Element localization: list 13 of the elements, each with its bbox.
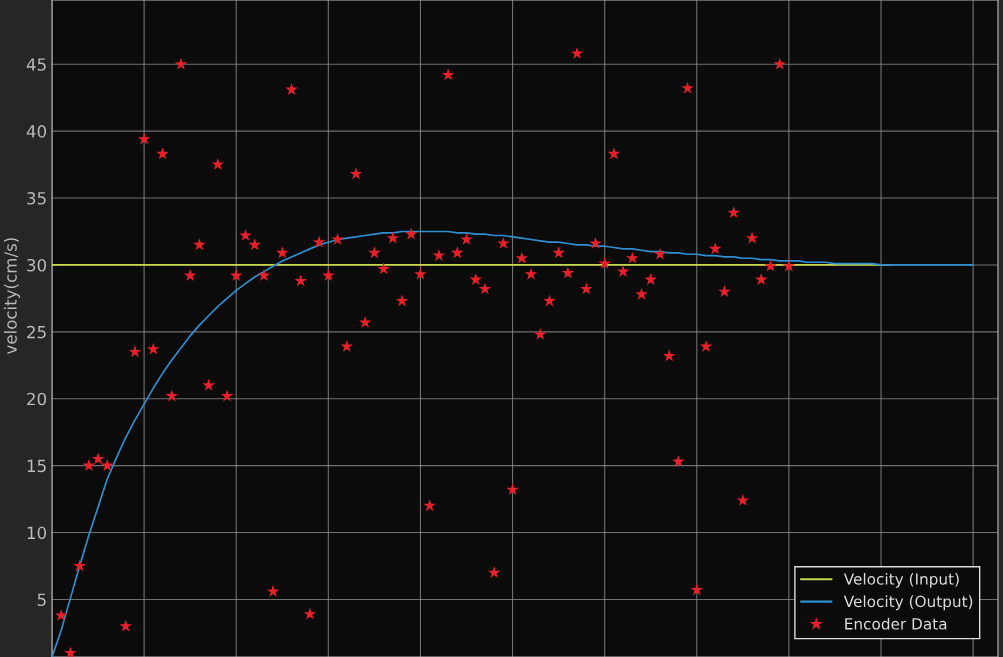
y-tick-label: 40 bbox=[26, 125, 47, 138]
y-tick-label: 15 bbox=[27, 459, 46, 473]
legend-label: Velocity (Input) bbox=[843, 572, 959, 588]
y-axis-title: velocity(cm/s) bbox=[3, 238, 21, 355]
y-tick-label: 5 bbox=[37, 593, 46, 607]
legend-label: Encoder Data bbox=[845, 617, 947, 630]
y-tick-label: 10 bbox=[27, 526, 47, 540]
y-tick-label: 45 bbox=[26, 58, 46, 71]
y-tick-label: 35 bbox=[27, 192, 46, 205]
y-tick-label: 20 bbox=[27, 392, 47, 406]
legend-label: Velocity (Output) bbox=[843, 595, 973, 611]
y-tick-label: 30 bbox=[27, 258, 47, 272]
y-tick-label: 25 bbox=[27, 325, 46, 339]
